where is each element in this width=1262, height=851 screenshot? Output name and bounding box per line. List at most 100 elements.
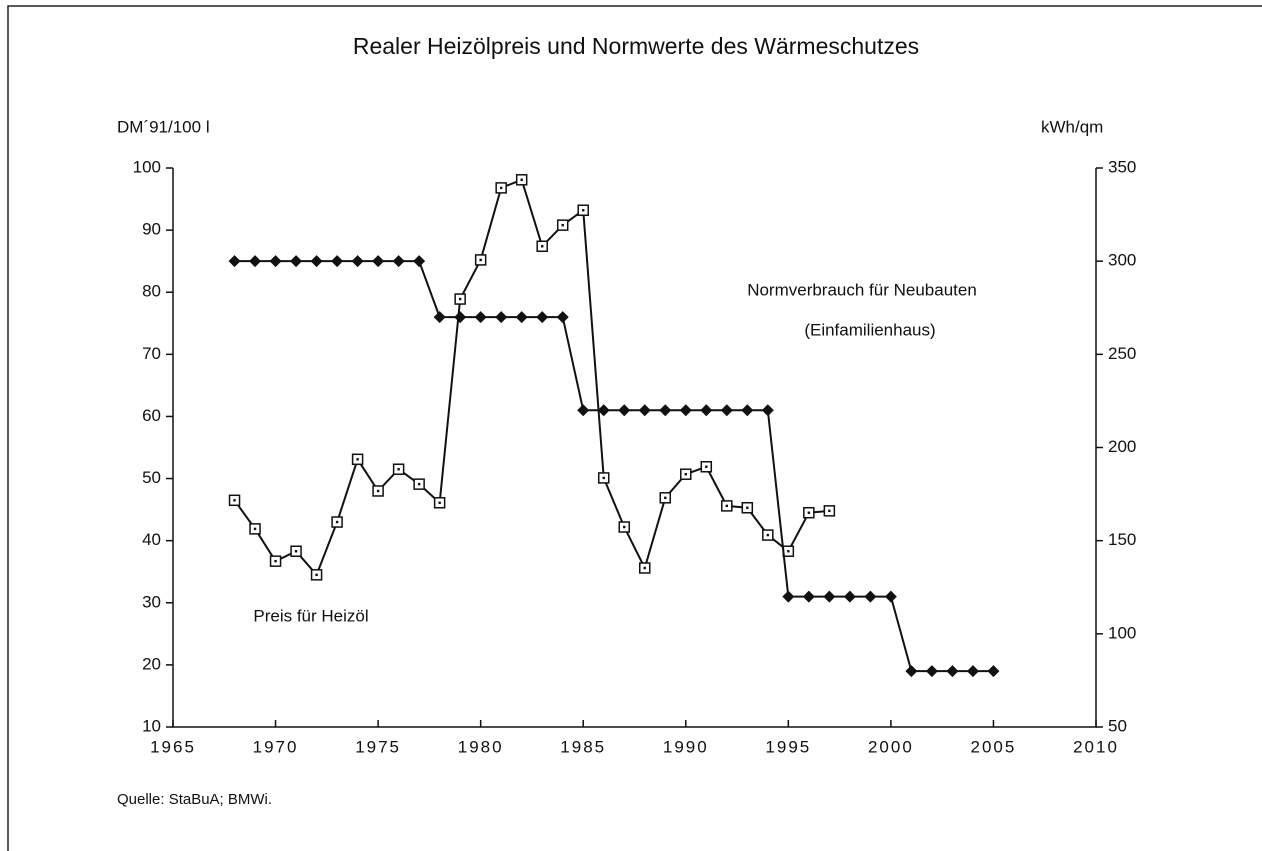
marker-dot — [438, 501, 441, 504]
marker-dot — [664, 496, 667, 500]
x-tick-label: 2010 — [1073, 737, 1119, 756]
x-tick-label: 2000 — [868, 737, 914, 756]
marker — [864, 590, 877, 603]
marker-dot — [520, 178, 523, 182]
marker — [884, 590, 897, 603]
marker-dot — [828, 509, 831, 513]
marker — [331, 255, 344, 268]
marker — [515, 311, 528, 324]
annotation: Preis für Heizöl — [253, 606, 368, 625]
marker — [823, 590, 836, 603]
marker-dot — [746, 506, 749, 509]
marker-dot — [274, 559, 277, 563]
x-tick-label: 1965 — [150, 737, 196, 756]
axis-frame — [172, 168, 1097, 728]
marker-dot — [602, 476, 605, 480]
y2-tick-label: 200 — [1108, 437, 1136, 456]
marker — [843, 590, 856, 603]
marker — [228, 255, 241, 268]
marker — [925, 665, 938, 678]
y2-tick-label: 50 — [1108, 716, 1127, 735]
marker — [351, 255, 364, 268]
marker — [946, 665, 959, 678]
marker-dot — [458, 297, 462, 301]
y-tick-label: 60 — [142, 406, 161, 425]
marker-dot — [787, 550, 790, 553]
marker-dot — [376, 489, 380, 493]
marker — [905, 665, 918, 678]
x-tick-label: 2005 — [971, 737, 1017, 756]
marker — [741, 404, 754, 417]
marker — [536, 311, 549, 324]
marker — [618, 404, 631, 417]
marker-dot — [479, 258, 482, 262]
marker — [249, 255, 262, 268]
y-tick-label: 30 — [142, 592, 161, 611]
marker — [269, 255, 282, 268]
marker — [474, 311, 487, 324]
x-tick-label: 1985 — [560, 737, 606, 756]
y-tick-label: 90 — [142, 220, 161, 239]
marker-dot — [315, 573, 318, 577]
series-line — [233, 178, 830, 577]
y-tick-label: 20 — [142, 654, 161, 673]
marker — [720, 404, 733, 417]
marker — [700, 404, 713, 417]
chart-title: Realer Heizölpreis und Normwerte des Wär… — [353, 33, 919, 59]
x-tick-label: 1970 — [253, 737, 299, 756]
annotation: (Einfamilienhaus) — [804, 320, 935, 339]
marker — [392, 255, 405, 268]
marker — [987, 665, 1000, 678]
marker — [802, 590, 815, 603]
y2-tick-label: 300 — [1108, 251, 1136, 270]
y2-tick-label: 250 — [1108, 344, 1136, 363]
marker-dot — [253, 527, 257, 531]
y2-tick-label: 100 — [1108, 623, 1136, 642]
marker-dot — [582, 209, 585, 212]
marker — [372, 255, 385, 268]
marker — [638, 404, 651, 417]
marker-dot — [335, 520, 339, 524]
marker — [679, 404, 692, 417]
marker — [433, 311, 446, 324]
frame — [7, 5, 1262, 851]
marker — [966, 665, 979, 678]
marker-dot — [541, 245, 544, 248]
y-tick-label: 70 — [142, 344, 161, 363]
marker — [495, 311, 508, 324]
marker-dot — [807, 511, 811, 514]
x-tick-label: 1990 — [663, 737, 709, 756]
marker-dot — [705, 465, 708, 468]
x-tick-label: 1975 — [355, 737, 401, 756]
marker-dot — [233, 499, 236, 502]
marker — [290, 255, 303, 268]
marker-dot — [294, 550, 298, 553]
marker-dot — [397, 468, 400, 471]
marker-dot — [766, 533, 770, 537]
y2-axis-label: kWh/qm — [1041, 117, 1103, 136]
marker — [413, 255, 426, 268]
marker-dot — [356, 458, 359, 461]
y-tick-label: 40 — [142, 530, 161, 549]
marker-dot — [499, 186, 503, 190]
y-tick-label: 50 — [142, 468, 161, 487]
marker-dot — [643, 566, 646, 570]
marker — [556, 311, 569, 324]
y-tick-label: 80 — [142, 282, 161, 301]
marker — [782, 590, 795, 603]
marker-dot — [417, 482, 421, 486]
marker — [577, 404, 590, 417]
x-tick-label: 1995 — [765, 737, 811, 756]
marker-dot — [725, 504, 728, 508]
marker — [659, 404, 672, 417]
source-note: Quelle: StaBuA; BMWi. — [117, 791, 272, 808]
marker-dot — [623, 525, 626, 529]
y2-tick-label: 350 — [1108, 157, 1136, 176]
y2-tick-label: 150 — [1108, 530, 1136, 549]
y-tick-label: 10 — [142, 716, 161, 735]
marker — [597, 404, 610, 417]
x-tick-label: 1980 — [458, 737, 504, 756]
marker — [761, 404, 774, 417]
marker-dot — [684, 473, 687, 476]
